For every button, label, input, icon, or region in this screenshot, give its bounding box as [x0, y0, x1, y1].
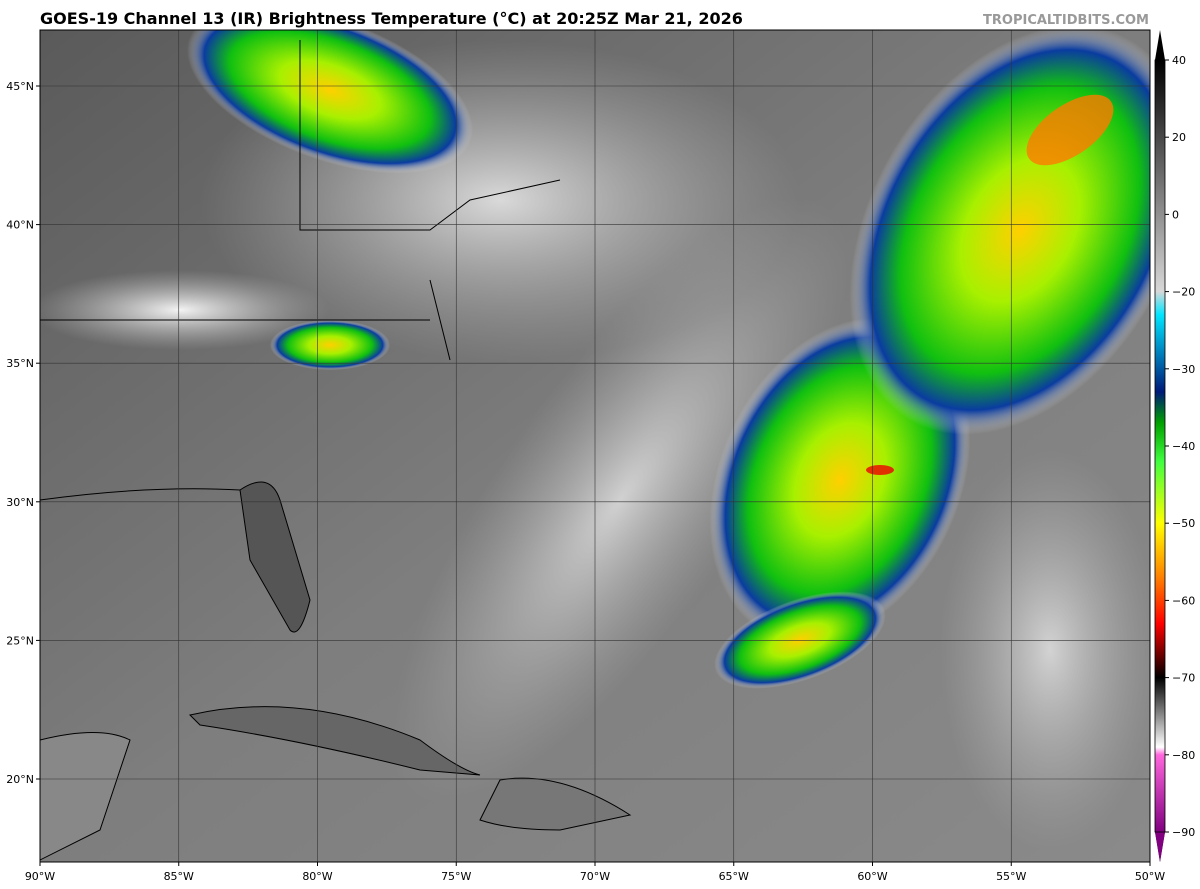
colorbar-label: 0	[1172, 208, 1179, 221]
colorbar-extend-low	[1155, 832, 1165, 862]
lon-label: 60°W	[857, 870, 887, 883]
lat-label: 40°N	[6, 219, 34, 232]
lat-label: 25°N	[6, 634, 34, 647]
colorbar-label: −80	[1172, 749, 1195, 762]
colorbar-label: −40	[1172, 440, 1195, 453]
lon-label: 65°W	[719, 870, 749, 883]
lat-label: 30°N	[6, 496, 34, 509]
lat-label: 20°N	[6, 773, 34, 786]
colorbar-label: −60	[1172, 594, 1195, 607]
lon-label: 50°W	[1135, 870, 1165, 883]
lon-label: 90°W	[25, 870, 55, 883]
lon-label: 80°W	[302, 870, 332, 883]
colorbar-label: 20	[1172, 131, 1186, 144]
colorbar-label: −90	[1172, 826, 1195, 839]
lon-label: 85°W	[164, 870, 194, 883]
lat-label: 35°N	[6, 357, 34, 370]
lat-label: 45°N	[6, 80, 34, 93]
colorbar-label: −50	[1172, 517, 1195, 530]
colorbar-label: −20	[1172, 286, 1195, 299]
title: GOES-19 Channel 13 (IR) Brightness Tempe…	[40, 9, 743, 28]
colorbar-label: −30	[1172, 363, 1195, 376]
labels: 90°W 85°W 80°W 75°W 70°W 65°W 60°W 55°W 50°W 45°N…	[6, 54, 1195, 883]
colorbar-label: 40	[1172, 54, 1186, 67]
lon-label: 70°W	[580, 870, 610, 883]
satellite-image	[40, 30, 1150, 862]
colorbar-label: −70	[1172, 672, 1195, 685]
lon-label: 55°W	[996, 870, 1026, 883]
watermark: TROPICALTIDBITS.COM	[983, 13, 1149, 28]
colorbar	[1154, 59, 1166, 833]
lon-label: 75°W	[441, 870, 471, 883]
